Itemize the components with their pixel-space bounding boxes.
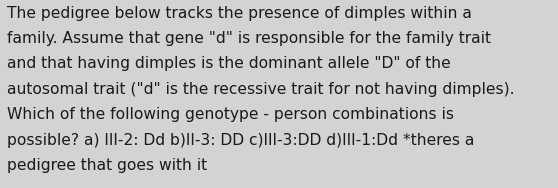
Text: and that having dimples is the dominant allele "D" of the: and that having dimples is the dominant … bbox=[7, 56, 451, 71]
Text: family. Assume that gene "d" is responsible for the family trait: family. Assume that gene "d" is responsi… bbox=[7, 31, 491, 46]
Text: pedigree that goes with it: pedigree that goes with it bbox=[7, 158, 207, 173]
Text: possible? a) III-2: Dd b)II-3: DD c)III-3:DD d)III-1:Dd *theres a: possible? a) III-2: Dd b)II-3: DD c)III-… bbox=[7, 133, 474, 148]
Text: The pedigree below tracks the presence of dimples within a: The pedigree below tracks the presence o… bbox=[7, 6, 472, 21]
Text: Which of the following genotype - person combinations is: Which of the following genotype - person… bbox=[7, 107, 454, 122]
Text: autosomal trait ("d" is the recessive trait for not having dimples).: autosomal trait ("d" is the recessive tr… bbox=[7, 82, 514, 97]
